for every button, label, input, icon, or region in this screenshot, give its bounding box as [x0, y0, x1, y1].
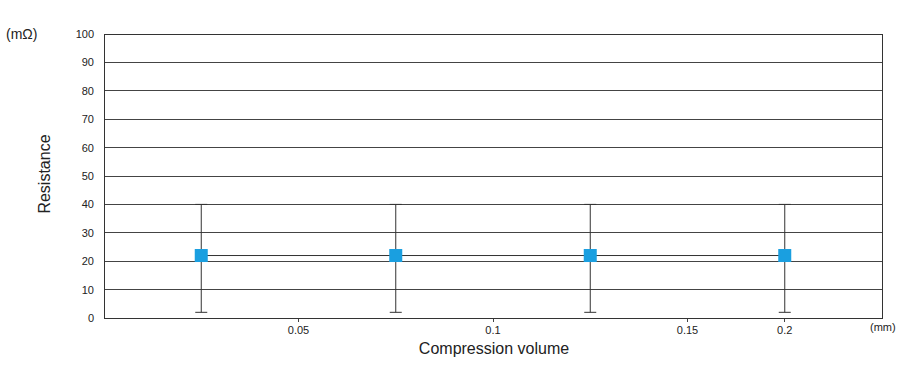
y-tick-label: 0 [88, 312, 94, 324]
error-bar [195, 204, 207, 312]
x-tick-label: 0.2 [777, 324, 792, 336]
y-grid-line [104, 176, 882, 177]
y-tick-label: 40 [82, 198, 94, 210]
y-grid-line [104, 204, 882, 205]
x-tick-label: 0.05 [288, 324, 309, 336]
x-axis-unit: (mm) [870, 321, 896, 333]
y-grid-line [104, 289, 882, 290]
data-group [195, 204, 792, 312]
y-axis-label: Resistance [36, 134, 53, 213]
error-bar [584, 204, 596, 312]
error-bar [390, 204, 402, 312]
x-tick-label: 0.15 [677, 324, 698, 336]
y-grid-line [104, 62, 882, 63]
error-bar [779, 204, 791, 312]
y-grid-line [104, 232, 882, 233]
y-tick-label: 20 [82, 255, 94, 267]
data-point [584, 249, 597, 262]
data-point [389, 249, 402, 262]
x-tick [298, 318, 299, 322]
y-tick-label: 70 [82, 113, 94, 125]
x-tick [687, 318, 688, 322]
y-grid-line [104, 147, 882, 148]
chart: 0 10 20 30 40 50 60 70 80 90 100 0.05 0.1 0.15 0.2 Comp… [0, 0, 920, 380]
data-point [195, 249, 208, 262]
y-tick-label: 50 [82, 170, 94, 182]
y-grid-line [104, 261, 882, 262]
y-tick-label: 60 [82, 142, 94, 154]
data-point [778, 249, 791, 262]
y-tick-label: 90 [82, 56, 94, 68]
y-grid-line [104, 119, 882, 120]
y-tick-label: 30 [82, 227, 94, 239]
y-grid-line [104, 90, 882, 91]
y-axis-unit: (mΩ) [6, 26, 37, 42]
series-line [201, 255, 785, 256]
y-tick-label: 100 [76, 28, 94, 40]
chart-container: 0 10 20 30 40 50 60 70 80 90 100 0.05 0.1 0.15 0.2 Comp… [0, 0, 920, 380]
x-tick [784, 318, 785, 322]
plot-frame [104, 34, 882, 318]
y-tick-label: 80 [82, 85, 94, 97]
x-tick-label: 0.1 [485, 324, 500, 336]
x-axis-label: Compression volume [419, 340, 569, 357]
y-tick-label: 10 [82, 284, 94, 296]
x-tick [493, 318, 494, 322]
